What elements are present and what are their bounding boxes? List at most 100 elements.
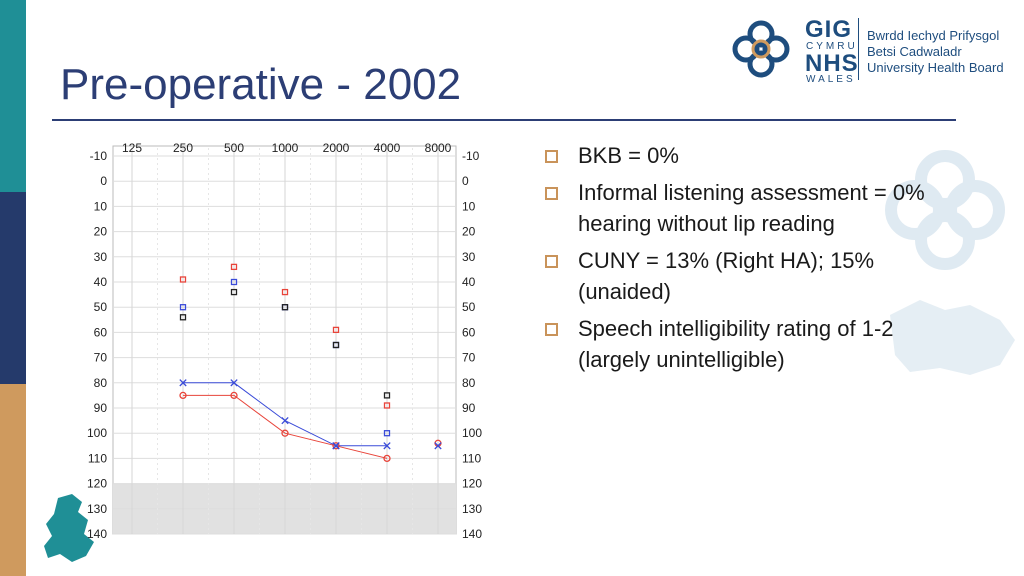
y-tick-label-right: 40 — [462, 275, 476, 289]
data-point-square — [332, 341, 340, 349]
bullet-square-icon — [545, 323, 558, 336]
y-tick-label-left: -10 — [90, 149, 108, 163]
data-point-cross — [332, 442, 340, 450]
y-tick-label-right: 10 — [462, 199, 476, 213]
y-tick-label-left: 0 — [100, 174, 107, 188]
series-line — [183, 394, 388, 459]
wales-map-icon — [44, 494, 94, 562]
bullet-square-icon — [545, 187, 558, 200]
logo-divider — [858, 18, 859, 80]
logo-org-line-2: Betsi Cadwaladr — [867, 44, 962, 59]
logo-wales-text: WALES — [806, 74, 856, 85]
data-point-circle — [281, 429, 289, 437]
y-tick-label-right: -10 — [462, 149, 480, 163]
celtic-knot-icon — [732, 20, 790, 78]
decorative-wales-map-icon — [885, 150, 1015, 375]
bullet-text: Informal listening assessment = 0% heari… — [578, 180, 925, 236]
logo-org-line-3: University Health Board — [867, 60, 1004, 75]
y-tick-label-left: 40 — [94, 275, 108, 289]
y-tick-label-right: 30 — [462, 250, 476, 264]
y-tick-label-left: 70 — [94, 351, 108, 365]
data-point-circle — [230, 391, 238, 400]
y-tick-label-right: 140 — [462, 527, 482, 541]
nhs-wales-logo: GIG CYMRU NHS WALES Bwrdd Iechyd Prifysg… — [724, 14, 1014, 85]
y-tick-label-right: 70 — [462, 351, 476, 365]
y-tick-label-right: 20 — [462, 225, 476, 239]
accent-band-tan — [0, 384, 26, 576]
y-tick-label-right: 110 — [462, 451, 481, 465]
data-point-square — [332, 326, 340, 334]
data-point-cross — [383, 442, 391, 450]
bullet-square-icon — [545, 150, 558, 163]
data-point-cross — [179, 379, 187, 387]
logo-cymru-text: CYMRU — [806, 41, 858, 52]
data-point-cross — [230, 379, 238, 387]
logo-org-line-1: Bwrdd Iechyd Prifysgol — [867, 28, 1000, 43]
cross-stroke — [230, 379, 238, 387]
data-point-square — [230, 278, 238, 286]
x-tick-label: 8000 — [425, 141, 452, 155]
y-tick-label-right: 0 — [462, 174, 469, 188]
data-point-circle — [179, 391, 187, 400]
y-tick-label-left: 10 — [94, 199, 108, 213]
y-tick-label-left: 120 — [87, 477, 107, 491]
x-tick-label: 250 — [173, 141, 193, 155]
x-tick-label: 2000 — [323, 141, 350, 155]
bullet-text: CUNY = 13% (Right HA); 15% (unaided) — [578, 248, 875, 304]
x-tick-label: 500 — [224, 141, 244, 155]
logo-nhs-text: NHS — [805, 50, 859, 77]
y-tick-label-right: 80 — [462, 376, 476, 390]
y-tick-label-left: 90 — [94, 401, 108, 415]
data-point-square — [179, 276, 187, 283]
data-point-square — [179, 304, 187, 311]
bullet-text: Speech intelligibility rating of 1-2 (la… — [578, 316, 894, 372]
logo-gig-text: GIG — [805, 16, 853, 43]
y-tick-label-right: 60 — [462, 325, 476, 339]
y-tick-label-left: 100 — [87, 426, 107, 440]
data-point-square — [281, 304, 289, 311]
bullet-text: BKB = 0% — [578, 143, 679, 168]
x-tick-label: 125 — [122, 141, 142, 155]
bullet-item: Informal listening assessment = 0% heari… — [545, 177, 945, 239]
slide-title: Pre-operative - 2002 — [60, 60, 462, 109]
data-point-cross — [281, 416, 289, 425]
data-point-square — [383, 402, 391, 409]
y-tick-label-left: 80 — [94, 376, 108, 390]
y-tick-label-left: 20 — [94, 225, 108, 239]
y-tick-label-right: 130 — [462, 502, 482, 516]
y-tick-label-left: 50 — [94, 300, 108, 314]
accent-band-navy — [0, 192, 26, 384]
y-tick-label-left: 130 — [87, 502, 107, 516]
x-tick-label: 4000 — [374, 141, 401, 155]
y-tick-label-left: 60 — [94, 325, 108, 339]
x-tick-label: 1000 — [272, 141, 299, 155]
y-tick-label-right: 100 — [462, 426, 482, 440]
title-divider — [52, 119, 956, 121]
data-point-square — [383, 430, 391, 437]
bullet-item: CUNY = 13% (Right HA); 15% (unaided) — [545, 245, 945, 307]
bullet-square-icon — [545, 255, 558, 268]
data-point-square — [230, 288, 238, 296]
bullet-list: BKB = 0% Informal listening assessment =… — [545, 140, 945, 381]
audiogram-chart: -10 -10 0 0 10 10 20 20 30 30 40 40 50 50 60 60 70 70 80 80… — [87, 141, 482, 541]
cross-stroke — [179, 379, 187, 387]
cross-stroke — [434, 442, 442, 450]
cross-stroke — [332, 442, 340, 450]
cross-stroke — [281, 416, 289, 425]
data-point-square — [230, 263, 238, 271]
y-tick-label-left: 110 — [88, 451, 107, 465]
bullet-item: BKB = 0% — [545, 140, 945, 171]
y-tick-label-right: 90 — [462, 401, 476, 415]
data-point-circle — [383, 454, 391, 463]
cross-stroke — [383, 442, 391, 450]
data-point-square — [281, 288, 289, 296]
data-point-square — [179, 314, 187, 321]
bullet-item: Speech intelligibility rating of 1-2 (la… — [545, 313, 945, 375]
y-tick-label-left: 140 — [87, 527, 107, 541]
data-point-cross — [434, 442, 442, 450]
data-point-circle — [332, 442, 340, 450]
y-tick-label-right: 50 — [462, 300, 476, 314]
y-tick-label-right: 120 — [462, 477, 482, 491]
accent-band-teal — [0, 0, 26, 192]
y-tick-label-left: 30 — [94, 250, 108, 264]
